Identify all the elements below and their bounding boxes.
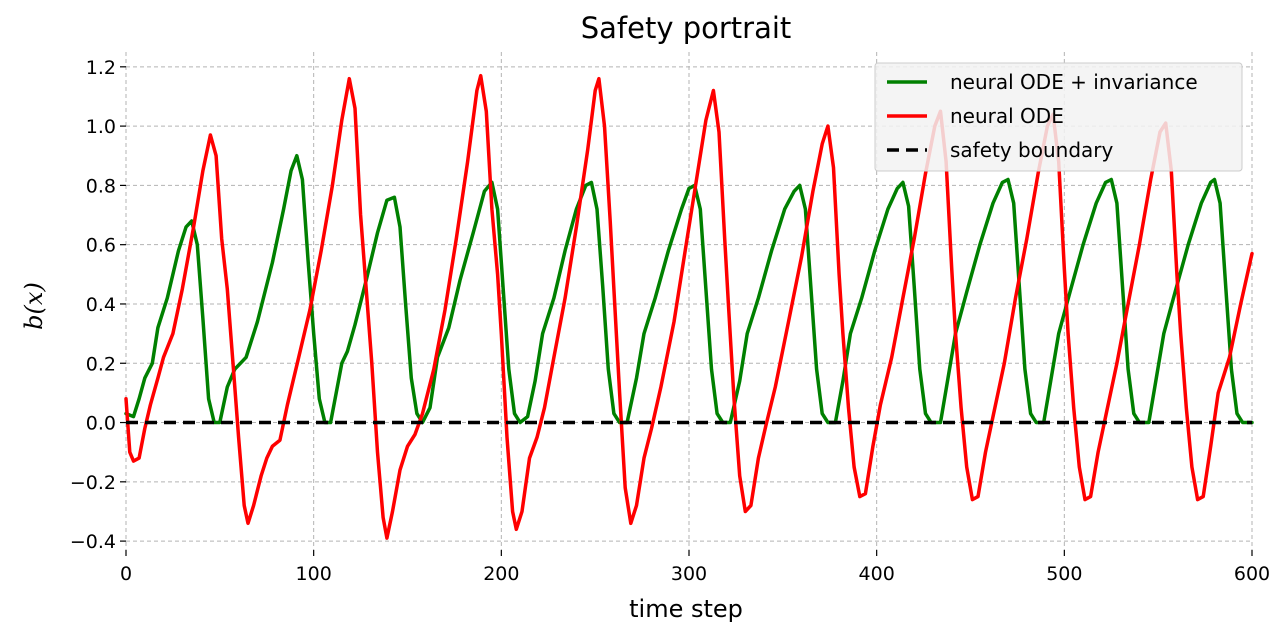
x-tick-label: 0	[120, 563, 132, 585]
x-tick-label: 400	[859, 563, 895, 585]
x-axis-label: time step	[629, 595, 743, 623]
y-tick-label: 1.0	[86, 116, 116, 138]
y-tick-label: 0.2	[86, 353, 116, 375]
series-line-neural-ode-invariance	[124, 153, 1254, 425]
series-line-neural-ode	[124, 73, 1254, 540]
legend: neural ODE + invariance neural ODE safet…	[874, 62, 1243, 172]
y-tick-label: 1.2	[86, 57, 116, 79]
x-tick-label: 300	[671, 563, 707, 585]
chart-title: Safety portrait	[581, 11, 792, 45]
legend-label-neural-ode: neural ODE	[950, 104, 1064, 128]
legend-box	[874, 62, 1243, 172]
y-tick-label: −0.4	[70, 531, 116, 553]
x-tick-label: 200	[483, 563, 519, 585]
x-axis-ticks: 0 100 200 300 400 500 600	[120, 550, 1270, 585]
y-axis-label: b(x)	[20, 282, 48, 330]
y-tick-label: 0.4	[86, 294, 116, 316]
x-tick-label: 600	[1234, 563, 1270, 585]
legend-label-safety-boundary: safety boundary	[950, 138, 1114, 162]
series-lines	[124, 73, 1254, 540]
y-tick-label: 0.0	[86, 413, 116, 435]
y-tick-label: −0.2	[70, 472, 116, 494]
legend-label-neural-ode-invariance: neural ODE + invariance	[950, 70, 1198, 94]
x-tick-label: 500	[1046, 563, 1082, 585]
x-tick-label: 100	[296, 563, 332, 585]
y-axis-ticks: −0.4 −0.2 0.0 0.2 0.4 0.6 0.8 1.0 1.2	[70, 57, 126, 553]
y-tick-label: 0.6	[86, 235, 116, 257]
y-tick-label: 0.8	[86, 175, 116, 197]
